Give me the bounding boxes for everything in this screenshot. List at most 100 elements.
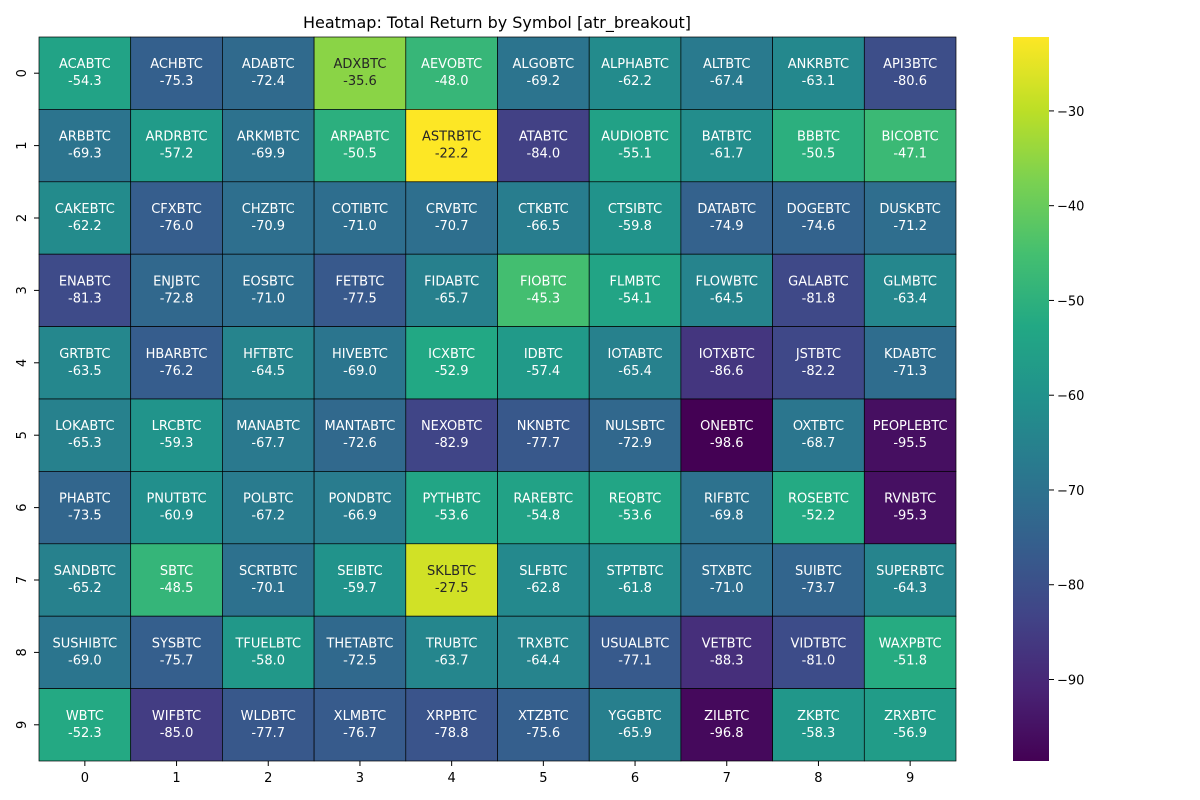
cell-rect: [588, 326, 682, 400]
cell-symbol-label: TRXBTC: [517, 636, 569, 651]
heatmap-cell: ACHBTC -75.3: [130, 36, 223, 110]
cell-symbol-label: ALTBTC: [703, 57, 750, 72]
heatmap-cell: FLOWBTC -64.5: [680, 253, 773, 327]
cell-value-label: -64.5: [251, 364, 285, 379]
cell-value-label: -95.3: [893, 509, 927, 524]
cell-symbol-label: TRUBTC: [425, 636, 478, 651]
cell-rect: [130, 543, 223, 617]
cell-rect: [772, 36, 865, 110]
cell-symbol-label: ARPABTC: [330, 130, 389, 145]
heatmap-cell: WAXPBTC -51.8: [863, 615, 957, 689]
heatmap-cell: NKNBTC -77.7: [497, 398, 590, 472]
cell-symbol-label: CTSIBTC: [608, 202, 662, 217]
heatmap-cell: SCRTBTC -70.1: [222, 543, 315, 617]
cell-rect: [680, 615, 773, 689]
heatmap-cell: API3BTC -80.6: [863, 36, 957, 110]
cell-symbol-label: POLBTC: [243, 492, 294, 507]
heatmap-cell: FLMBTC -54.1: [588, 253, 682, 327]
cell-rect: [772, 688, 865, 762]
heatmap-cell: SEIBTC -59.7: [313, 543, 407, 617]
x-tick-label: 0: [81, 771, 89, 786]
cell-symbol-label: OXTBTC: [793, 419, 844, 434]
heatmap-cell: IDBTC -57.4: [497, 326, 590, 400]
cell-rect: [38, 688, 132, 762]
heatmap-cell: SBTC -48.5: [130, 543, 223, 617]
cell-rect: [863, 326, 957, 400]
cell-symbol-label: PYTHBTC: [422, 492, 480, 507]
cell-rect: [222, 109, 315, 183]
cell-value-label: -75.3: [160, 74, 194, 89]
cell-symbol-label: USUALBTC: [601, 636, 670, 651]
cell-rect: [863, 253, 957, 327]
heatmap-cell: WBTC -52.3: [38, 688, 132, 762]
cell-value-label: -52.9: [435, 364, 469, 379]
cell-rect: [222, 688, 315, 762]
heatmap-cell: STPTBTC -61.8: [588, 543, 682, 617]
heatmap-cell: DOGEBTC -74.6: [772, 181, 865, 255]
cell-symbol-label: IOTABTC: [608, 347, 663, 362]
cell-value-label: -64.3: [893, 581, 927, 596]
heatmap-cell: CAKEBTC -62.2: [38, 181, 132, 255]
cell-value-label: -63.1: [802, 74, 836, 89]
cell-value-label: -52.2: [802, 509, 836, 524]
cell-rect: [38, 543, 132, 617]
cell-value-label: -73.7: [802, 581, 836, 596]
cell-value-label: -65.7: [435, 291, 469, 306]
heatmap-cell: SKLBTC -27.5: [405, 543, 498, 617]
cell-value-label: -56.9: [893, 726, 927, 741]
cell-rect: [130, 615, 223, 689]
cell-value-label: -71.0: [710, 581, 744, 596]
cell-symbol-label: FLMBTC: [609, 274, 660, 289]
cell-symbol-label: SANDBTC: [54, 564, 116, 579]
cell-value-label: -63.5: [68, 364, 102, 379]
cell-symbol-label: GRTBTC: [59, 347, 110, 362]
cell-rect: [313, 253, 407, 327]
cell-rect: [38, 471, 132, 545]
colorbar-tick-label: −90: [1057, 674, 1084, 689]
heatmap-cell: MANTABTC -72.6: [313, 398, 407, 472]
heatmap-cell: KDABTC -71.3: [863, 326, 957, 400]
heatmap-cell: SUPERBTC -64.3: [863, 543, 957, 617]
cell-rect: [863, 615, 957, 689]
cell-symbol-label: STXBTC: [702, 564, 752, 579]
heatmap-cell: FIDABTC -65.7: [405, 253, 498, 327]
heatmap-cell: XTZBTC -75.6: [497, 688, 590, 762]
heatmap-cell: SUIBTC -73.7: [772, 543, 865, 617]
cell-value-label: -61.7: [710, 147, 744, 162]
cell-value-label: -35.6: [343, 74, 377, 89]
heatmap-cell: PONDBTC -66.9: [313, 471, 407, 545]
cell-value-label: -72.5: [343, 653, 377, 668]
y-tick-label: 1: [15, 141, 30, 149]
cell-symbol-label: HBARBTC: [146, 347, 208, 362]
cell-value-label: -86.6: [710, 364, 744, 379]
cell-symbol-label: FIDABTC: [424, 274, 479, 289]
cell-symbol-label: CAKEBTC: [55, 202, 115, 217]
cell-rect: [222, 36, 315, 110]
heatmap-cell: WLDBTC -77.7: [222, 688, 315, 762]
cell-symbol-label: ADXBTC: [333, 57, 386, 72]
cell-value-label: -58.0: [251, 653, 285, 668]
cell-value-label: -57.2: [160, 147, 194, 162]
cell-rect: [863, 543, 957, 617]
y-tick-label: 5: [15, 431, 30, 439]
y-tick-label: 6: [15, 503, 30, 511]
heatmap-cell: USUALBTC -77.1: [588, 615, 682, 689]
cell-value-label: -82.2: [802, 364, 836, 379]
cell-value-label: -88.3: [710, 653, 744, 668]
cell-value-label: -48.0: [435, 74, 469, 89]
cell-value-label: -59.7: [343, 581, 377, 596]
cell-symbol-label: PEOPLEBTC: [873, 419, 948, 434]
cell-value-label: -76.7: [343, 726, 377, 741]
heatmap-cell: FETBTC -77.5: [313, 253, 407, 327]
cell-symbol-label: TFUELBTC: [234, 636, 301, 651]
cell-value-label: -61.8: [618, 581, 652, 596]
heatmap-cells: ACABTC -54.3 ACHBTC -75.3 ADABTC -72.4 ADXBTC -…: [38, 36, 957, 762]
x-tick-label: 7: [723, 771, 731, 786]
cell-rect: [222, 326, 315, 400]
heatmap-cell: PNUTBTC -60.9: [130, 471, 223, 545]
cell-value-label: -57.4: [527, 364, 561, 379]
cell-symbol-label: IOTXBTC: [699, 347, 755, 362]
cell-rect: [405, 109, 498, 183]
cell-value-label: -65.3: [68, 436, 102, 451]
heatmap-cell: ONEBTC -98.6: [680, 398, 773, 472]
